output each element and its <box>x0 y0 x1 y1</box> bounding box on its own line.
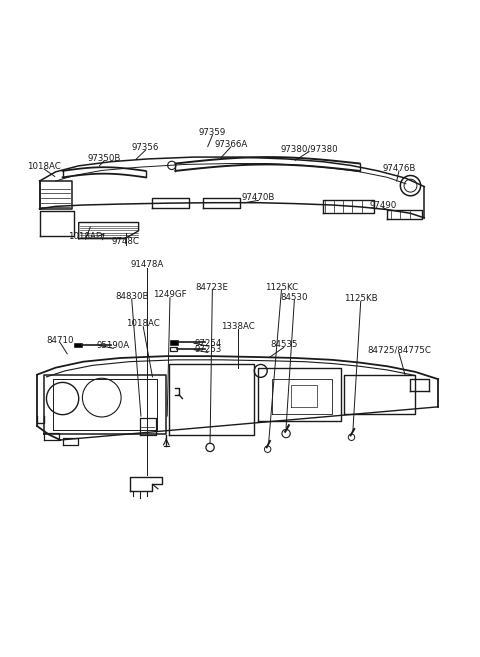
Text: 1018AC: 1018AC <box>126 319 160 328</box>
Text: 1338AC: 1338AC <box>221 322 254 331</box>
Text: 97366A: 97366A <box>214 140 247 148</box>
Text: 97253: 97253 <box>194 345 221 354</box>
Text: 97356: 97356 <box>132 143 159 152</box>
Text: 9748C: 9748C <box>112 237 140 246</box>
Text: 84830B: 84830B <box>115 292 148 301</box>
Bar <box>74 343 83 348</box>
Text: 95190A: 95190A <box>96 341 130 350</box>
Text: 84535: 84535 <box>270 340 298 349</box>
Text: 84710: 84710 <box>47 336 74 344</box>
Text: 1125KC: 1125KC <box>265 283 298 292</box>
Text: 1249GF: 1249GF <box>153 290 187 300</box>
Text: 84725/84775C: 84725/84775C <box>367 346 431 355</box>
Text: 97490: 97490 <box>369 200 396 210</box>
Bar <box>170 347 177 351</box>
Text: 97359: 97359 <box>199 128 226 137</box>
Text: 97380/97380: 97380/97380 <box>280 145 338 153</box>
Text: 1018AC: 1018AC <box>27 162 61 171</box>
Text: 97350B: 97350B <box>87 154 121 162</box>
Text: 1018AD: 1018AD <box>68 232 103 241</box>
Text: 97470B: 97470B <box>242 193 275 202</box>
Text: 97476B: 97476B <box>382 164 416 173</box>
Text: 84723E: 84723E <box>196 283 229 292</box>
Text: 91478A: 91478A <box>130 260 164 269</box>
Text: 1125KB: 1125KB <box>344 294 378 303</box>
Text: 84530: 84530 <box>281 292 308 302</box>
Bar <box>170 340 178 345</box>
Text: 97254: 97254 <box>194 339 221 348</box>
